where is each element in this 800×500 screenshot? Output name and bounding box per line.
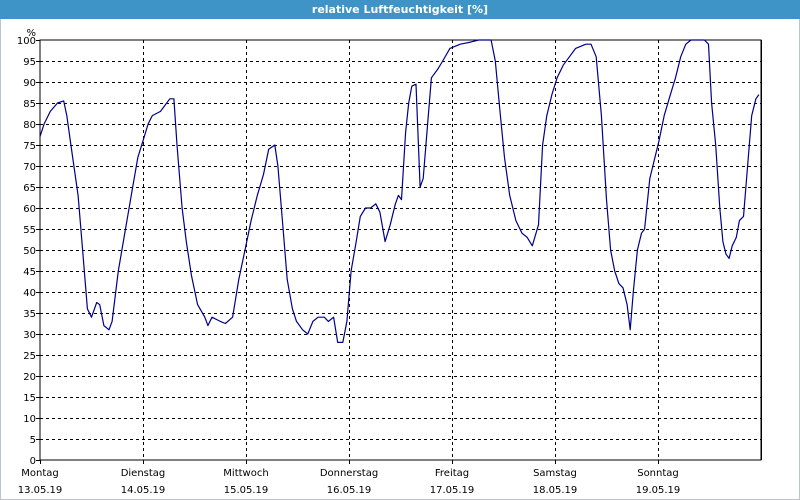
y-tick-label: 75	[23, 141, 36, 152]
x-tick-label-day: Samstag	[533, 468, 577, 479]
x-tick-label-date: 18.05.19	[533, 485, 578, 496]
y-tick-label: 95	[23, 57, 36, 68]
y-tick-label: 100	[17, 36, 36, 47]
x-tick-label-date: 17.05.19	[430, 485, 475, 496]
x-tick-label-date: 14.05.19	[121, 485, 166, 496]
x-tick-label-day: Donnerstag	[320, 468, 378, 479]
series-line-humidity	[39, 39, 760, 343]
y-tick-label: 70	[23, 162, 36, 173]
y-tick-label: 65	[23, 183, 36, 194]
y-tick-label: 0	[30, 456, 36, 467]
y-axis-unit: %	[26, 28, 36, 39]
x-tick-label-day: Dienstag	[121, 468, 166, 479]
y-tick-label: 60	[23, 204, 36, 215]
y-tick-label: 10	[23, 414, 36, 425]
x-tick-label-date: 16.05.19	[327, 485, 372, 496]
y-tick-label: 35	[23, 309, 36, 320]
y-tick-label: 20	[23, 372, 36, 383]
x-tick-label-date: 13.05.19	[18, 485, 63, 496]
x-tick-label-date: 19.05.19	[636, 485, 681, 496]
chart-title: relative Luftfeuchtigkeit [%]	[0, 0, 800, 19]
y-tick-label: 25	[23, 351, 36, 362]
x-tick-label-day: Freitag	[435, 468, 469, 479]
y-tick-label: 90	[23, 78, 36, 89]
y-tick-label: 85	[23, 99, 36, 110]
y-tick-label: 80	[23, 120, 36, 131]
x-tick-label-day: Sonntag	[637, 468, 679, 479]
y-tick-label: 50	[23, 246, 36, 257]
y-tick-label: 5	[30, 435, 36, 446]
y-tick-label: 55	[23, 225, 36, 236]
x-tick-label-day: Montag	[21, 468, 58, 479]
y-tick-label: 15	[23, 393, 36, 404]
x-tick-label-date: 15.05.19	[224, 485, 269, 496]
x-tick-label-day: Mittwoch	[223, 468, 268, 479]
y-tick-label: 30	[23, 330, 36, 341]
y-tick-label: 40	[23, 288, 36, 299]
y-tick-label: 45	[23, 267, 36, 278]
